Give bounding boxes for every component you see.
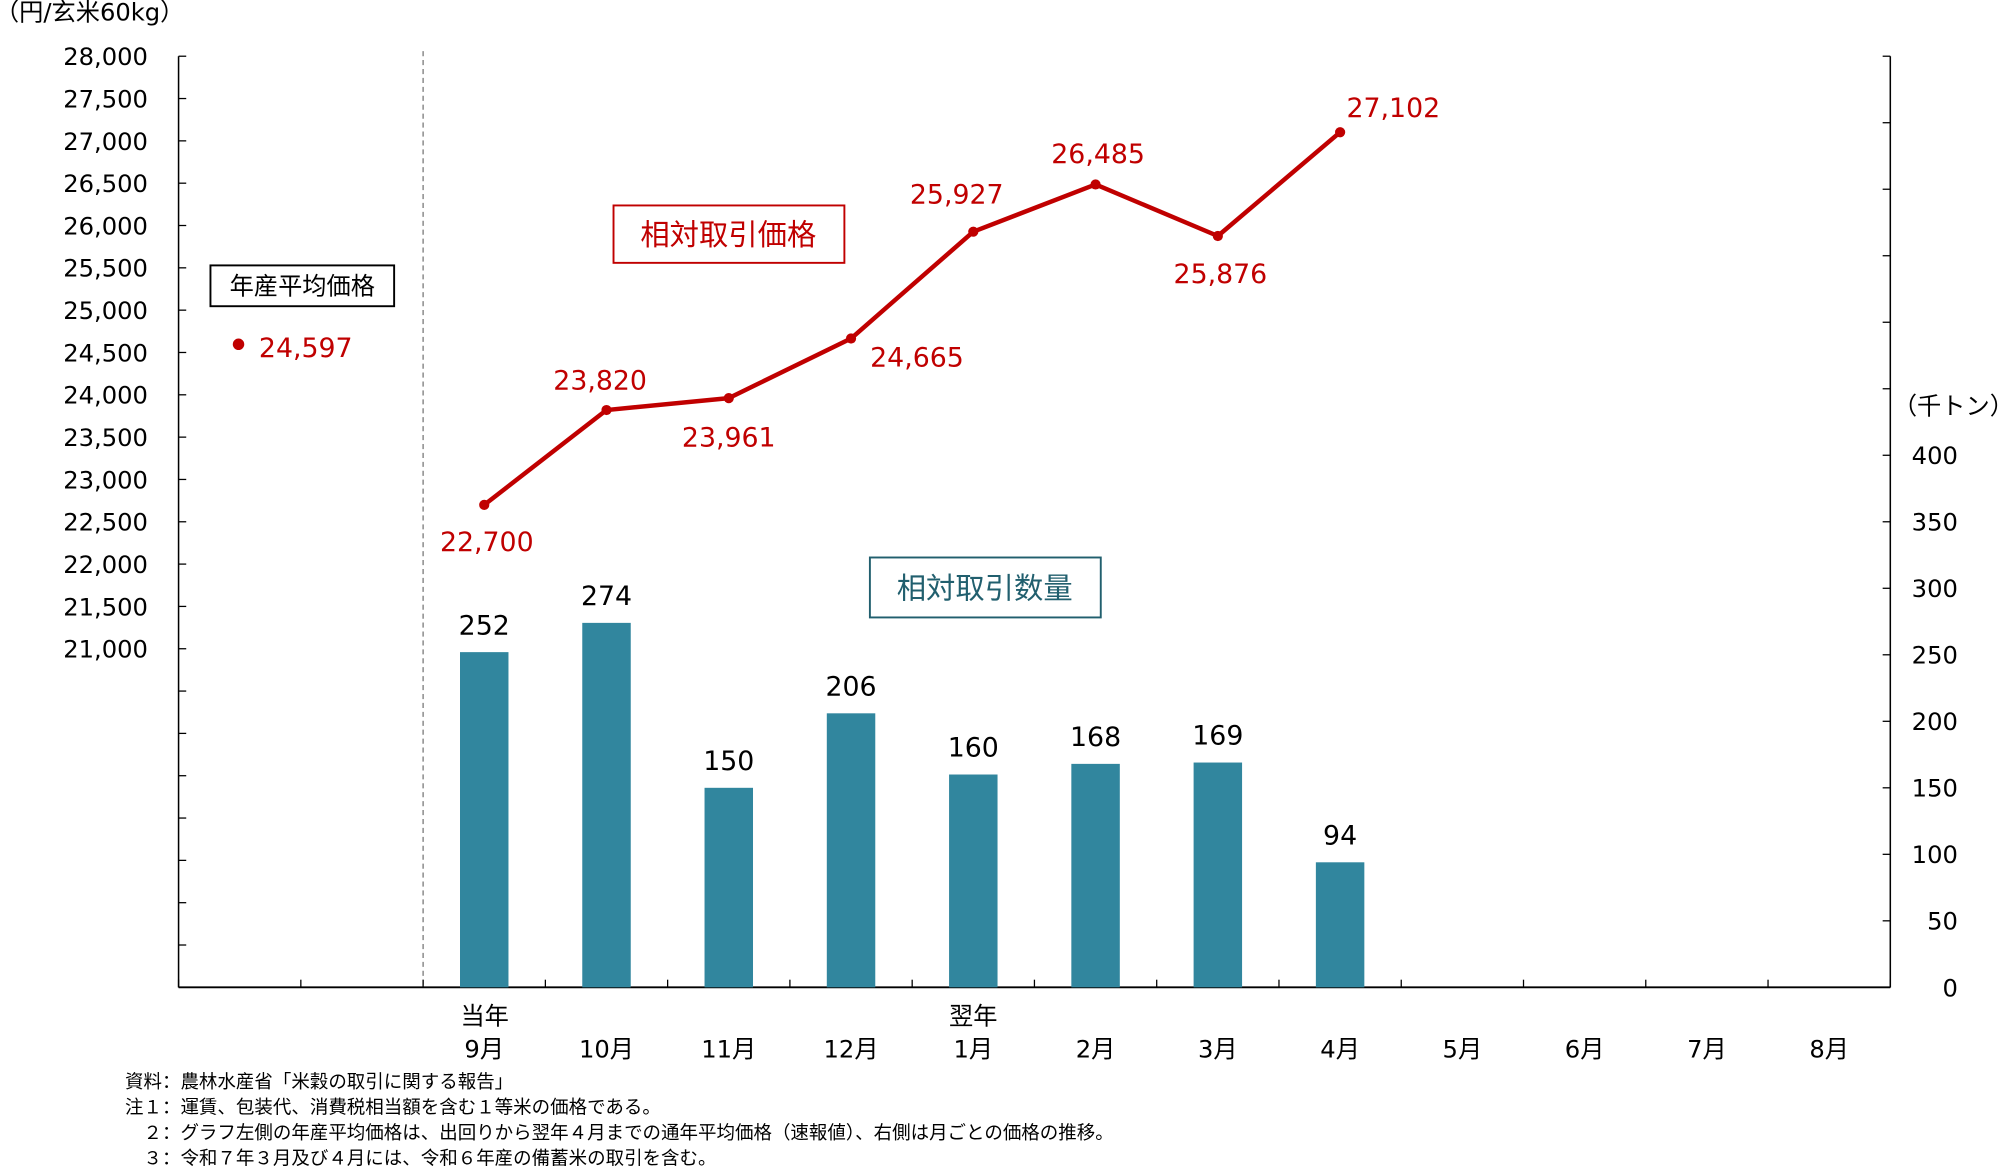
left-tick-label: 22,500 xyxy=(63,509,148,537)
price-point xyxy=(1212,230,1223,242)
volume-bar xyxy=(826,713,876,988)
left-tick-label: 25,500 xyxy=(63,255,148,283)
x-tick-label: 6月 xyxy=(1565,1035,1605,1063)
left-tick-label: 21,000 xyxy=(63,636,148,664)
x-tick-label: 5月 xyxy=(1443,1035,1483,1063)
price-point-label: 25,927 xyxy=(910,180,1004,211)
x-tick-label: 3月 xyxy=(1198,1035,1238,1063)
x-tick-label: 2月 xyxy=(1076,1035,1116,1063)
volume-bar xyxy=(460,652,509,988)
volume-series-legend: 相対取引数量 xyxy=(897,571,1073,605)
price-series-legend-box xyxy=(612,204,846,264)
left-tick-label: 21,500 xyxy=(63,593,148,621)
price-point-label: 24,665 xyxy=(870,343,964,374)
right-tick-label: 350 xyxy=(1912,509,1958,537)
volume-bar-label: 169 xyxy=(1192,721,1243,752)
x-tick-label: 8月 xyxy=(1809,1035,1849,1063)
volume-bar-label: 94 xyxy=(1323,820,1357,851)
price-point xyxy=(845,333,857,344)
volume-bar xyxy=(1315,862,1365,988)
volume-bar xyxy=(582,622,631,988)
x-tick-label: 11月 xyxy=(701,1035,756,1063)
left-tick-label: 27,000 xyxy=(63,128,148,156)
volume-bar-label: 252 xyxy=(459,610,510,641)
price-point-label: 23,820 xyxy=(553,366,647,397)
left-tick-label: 26,500 xyxy=(63,170,148,198)
left-tick-label: 23,500 xyxy=(63,424,148,452)
left-tick-label: 22,000 xyxy=(63,551,148,579)
footnote: 資料：農林水産省「米穀の取引に関する報告」 xyxy=(125,1072,513,1093)
left-tick-label: 24,500 xyxy=(63,339,148,367)
price-point-label: 25,876 xyxy=(1174,259,1268,290)
annual-average-legend-box xyxy=(209,264,396,308)
left-tick-label: 26,000 xyxy=(63,212,148,240)
volume-bar xyxy=(949,774,998,988)
left-tick-label: 28,000 xyxy=(63,43,148,71)
right-tick-label: 200 xyxy=(1912,708,1958,736)
volume-bar xyxy=(1193,762,1243,988)
price-point xyxy=(601,404,612,416)
left-axis-unit: （円/玄米60kg） xyxy=(0,0,184,26)
volume-bar xyxy=(1071,763,1120,988)
right-tick-label: 100 xyxy=(1912,841,1958,869)
x-tick-label: 7月 xyxy=(1687,1035,1727,1063)
footnote: ２：グラフ左側の年産平均価格は、出回りから翌年４月までの通年平均価格（速報値）、… xyxy=(125,1123,1114,1144)
left-tick-label: 24,000 xyxy=(63,382,148,410)
right-tick-label: 50 xyxy=(1927,908,1958,936)
x-tick-label: 1月 xyxy=(953,1035,993,1063)
price-point-label: 27,102 xyxy=(1346,93,1440,124)
right-axis-unit: （千トン） xyxy=(1893,393,2000,421)
price-point xyxy=(1090,179,1101,190)
right-tick-label: 0 xyxy=(1942,974,1957,1002)
price-point xyxy=(479,499,490,510)
price-point xyxy=(1335,127,1346,138)
price-point xyxy=(723,393,734,404)
volume-series-legend-box xyxy=(868,556,1102,619)
volume-bar-label: 160 xyxy=(948,733,999,764)
x-tick-label: 12月 xyxy=(824,1035,879,1063)
left-tick-label: 25,000 xyxy=(63,297,148,325)
year-label-next: 翌年 xyxy=(949,1002,997,1030)
footnote: ３：令和７年３月及び４月には、令和６年産の備蓄米の取引を含む。 xyxy=(125,1149,716,1166)
left-tick-label: 27,500 xyxy=(63,85,148,113)
volume-bar-label: 150 xyxy=(703,746,754,777)
volume-bar-label: 206 xyxy=(825,671,876,702)
price-line xyxy=(482,130,1342,507)
x-tick-label: 9月 xyxy=(464,1035,504,1063)
right-tick-label: 400 xyxy=(1912,442,1958,470)
price-series-legend: 相対取引価格 xyxy=(640,218,816,252)
footnote: 注１：運賃、包装代、消費税相当額を含む１等米の価格である。 xyxy=(125,1098,661,1119)
year-label-current: 当年 xyxy=(460,1002,508,1030)
volume-bar xyxy=(704,787,754,988)
right-tick-label: 300 xyxy=(1912,575,1958,603)
price-point-label: 26,485 xyxy=(1051,139,1145,170)
price-point xyxy=(968,226,979,237)
x-tick-label: 4月 xyxy=(1320,1035,1360,1063)
left-tick-label: 23,000 xyxy=(63,466,148,494)
price-point-label: 22,700 xyxy=(440,527,534,558)
annual-average-label: 24,597 xyxy=(259,333,353,364)
price-point-label: 23,961 xyxy=(682,423,776,454)
annual-average-legend: 年産平均価格 xyxy=(230,273,375,301)
volume-bar-label: 274 xyxy=(581,581,632,612)
right-tick-label: 150 xyxy=(1912,775,1958,803)
volume-bar-label: 168 xyxy=(1070,722,1121,753)
right-tick-label: 250 xyxy=(1912,642,1958,670)
x-tick-label: 10月 xyxy=(579,1035,634,1063)
annual-average-point xyxy=(232,338,245,351)
